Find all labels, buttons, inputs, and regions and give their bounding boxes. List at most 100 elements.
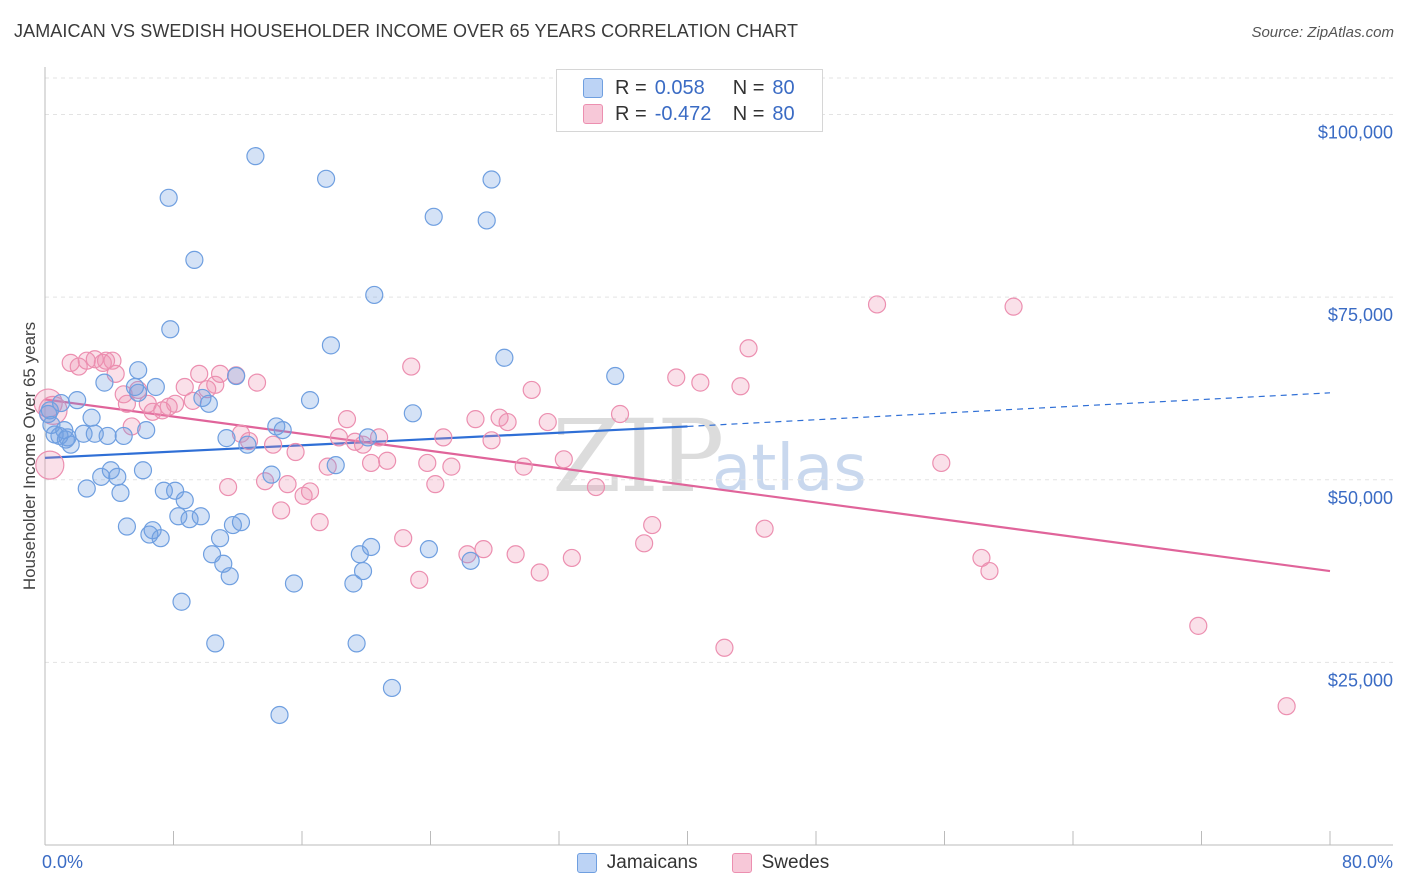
swedes-point <box>643 515 662 535</box>
jamaicans-point <box>361 537 381 557</box>
swedes-point <box>972 548 991 568</box>
legend-item-swedes[interactable]: Swedes <box>731 852 830 874</box>
swedes-point <box>219 477 238 497</box>
swedes-point <box>300 482 320 501</box>
y-tick-label: $100,000 <box>1318 123 1393 143</box>
chart-title: JAMAICAN VS SWEDISH HOUSEHOLDER INCOME O… <box>14 21 799 41</box>
swedes-point <box>114 385 133 404</box>
swedes-point <box>562 548 581 568</box>
swedes-point <box>731 377 750 396</box>
swedes-point <box>474 540 493 559</box>
jamaicans-point <box>365 285 384 305</box>
swedes-point <box>310 513 329 532</box>
jamaicans-point <box>77 479 96 498</box>
jamaicans-point <box>424 207 443 226</box>
swedes-trend-line <box>44 398 1331 573</box>
jamaicans-point <box>172 592 191 611</box>
swedes-point <box>418 453 437 473</box>
swedes-points <box>33 295 1296 716</box>
swedes-point <box>96 351 116 370</box>
swedes-point <box>506 545 525 564</box>
jamaicans-point <box>180 510 199 529</box>
jamaicans-point <box>108 467 127 486</box>
jamaicans-point <box>316 169 336 188</box>
swedes-point <box>867 295 887 314</box>
swedes-point <box>691 373 710 392</box>
jamaicans-point <box>326 456 345 475</box>
swedes-point <box>980 561 999 581</box>
jamaicans-point <box>300 391 320 410</box>
jamaicans-point <box>191 507 210 526</box>
swedes-point <box>143 402 162 421</box>
jamaicans-point <box>175 491 194 510</box>
legend-n-label: N = <box>732 76 765 99</box>
jamaicans-point <box>56 430 75 449</box>
jamaicans-point <box>51 393 71 413</box>
jamaicans-point <box>159 188 178 207</box>
swedes-point <box>117 394 137 413</box>
jamaicans-point <box>206 634 225 653</box>
swedes-point <box>190 364 209 383</box>
swedes-point <box>1277 697 1296 716</box>
jamaicans-point <box>117 517 137 536</box>
swedes-point <box>434 428 453 447</box>
jamaicans-point <box>166 481 185 500</box>
jamaicans-point <box>358 428 377 447</box>
legend-n-value: 80 <box>772 76 795 99</box>
jamaicans-point <box>353 561 373 581</box>
y-axis-title: Householder Income Over 65 years <box>20 322 39 590</box>
grid-lines <box>45 77 1393 663</box>
jamaicans-point <box>101 461 120 480</box>
swedes-point <box>1189 616 1208 635</box>
swedes-point <box>932 453 951 473</box>
jamaicans-point <box>68 391 87 410</box>
swedes-point <box>337 410 357 429</box>
swedes-point <box>482 431 501 450</box>
jamaicans-point <box>382 678 402 698</box>
swedes-point <box>739 339 758 358</box>
jamaicans-point <box>185 250 204 269</box>
swedes-point <box>755 519 774 538</box>
jamaicans-point <box>227 366 246 386</box>
swedes-point <box>272 501 291 520</box>
jamaicans-legend-icon <box>576 853 597 873</box>
legend-item-jamaicans[interactable]: Jamaicans <box>576 852 698 874</box>
swedes-point <box>35 450 65 480</box>
y-tick-label: $75,000 <box>1328 305 1393 325</box>
jamaicans-point <box>606 366 625 386</box>
jamaicans-point <box>273 420 292 440</box>
swedes-point <box>514 457 533 476</box>
jamaicans-point <box>151 529 170 548</box>
swedes-point <box>586 477 606 497</box>
swedes-point <box>286 442 305 462</box>
swedes-point <box>166 394 185 413</box>
swedes-point <box>278 475 297 494</box>
jamaicans-point <box>461 551 480 570</box>
jamaicans-point <box>39 404 58 424</box>
jamaicans-point <box>137 420 156 440</box>
jamaicans-point <box>246 147 265 166</box>
source-label: Source: ZipAtlas.com <box>1251 24 1394 41</box>
swedes-point <box>394 529 413 548</box>
swedes-point <box>522 380 541 400</box>
legend-r-value: -0.472 <box>654 102 712 125</box>
jamaicans-point <box>419 540 438 559</box>
jamaicans-point <box>42 415 61 435</box>
correlation-legend: R = 0.058 N = 80 R = -0.472 N = 80 <box>556 69 823 132</box>
series-legend: Jamaicans Swedes <box>0 852 1406 874</box>
x-tick-label: 80.0% <box>1342 852 1393 872</box>
jamaicans-trend-extension <box>687 392 1331 428</box>
jamaicans-point <box>238 435 257 454</box>
jamaicans-point <box>495 348 514 367</box>
legend-label-swedes: Swedes <box>761 852 830 873</box>
jamaicans-point <box>169 507 188 526</box>
swedes-point <box>667 368 686 387</box>
jamaicans-point <box>129 383 148 402</box>
jamaicans-point <box>133 461 153 480</box>
swedes-point <box>498 412 517 432</box>
jamaicans-point <box>161 320 180 339</box>
jamaicans-point <box>199 394 218 413</box>
jamaicans-point <box>61 435 80 454</box>
jamaicans-point <box>92 467 111 486</box>
legend-r-label: R = <box>615 76 647 99</box>
